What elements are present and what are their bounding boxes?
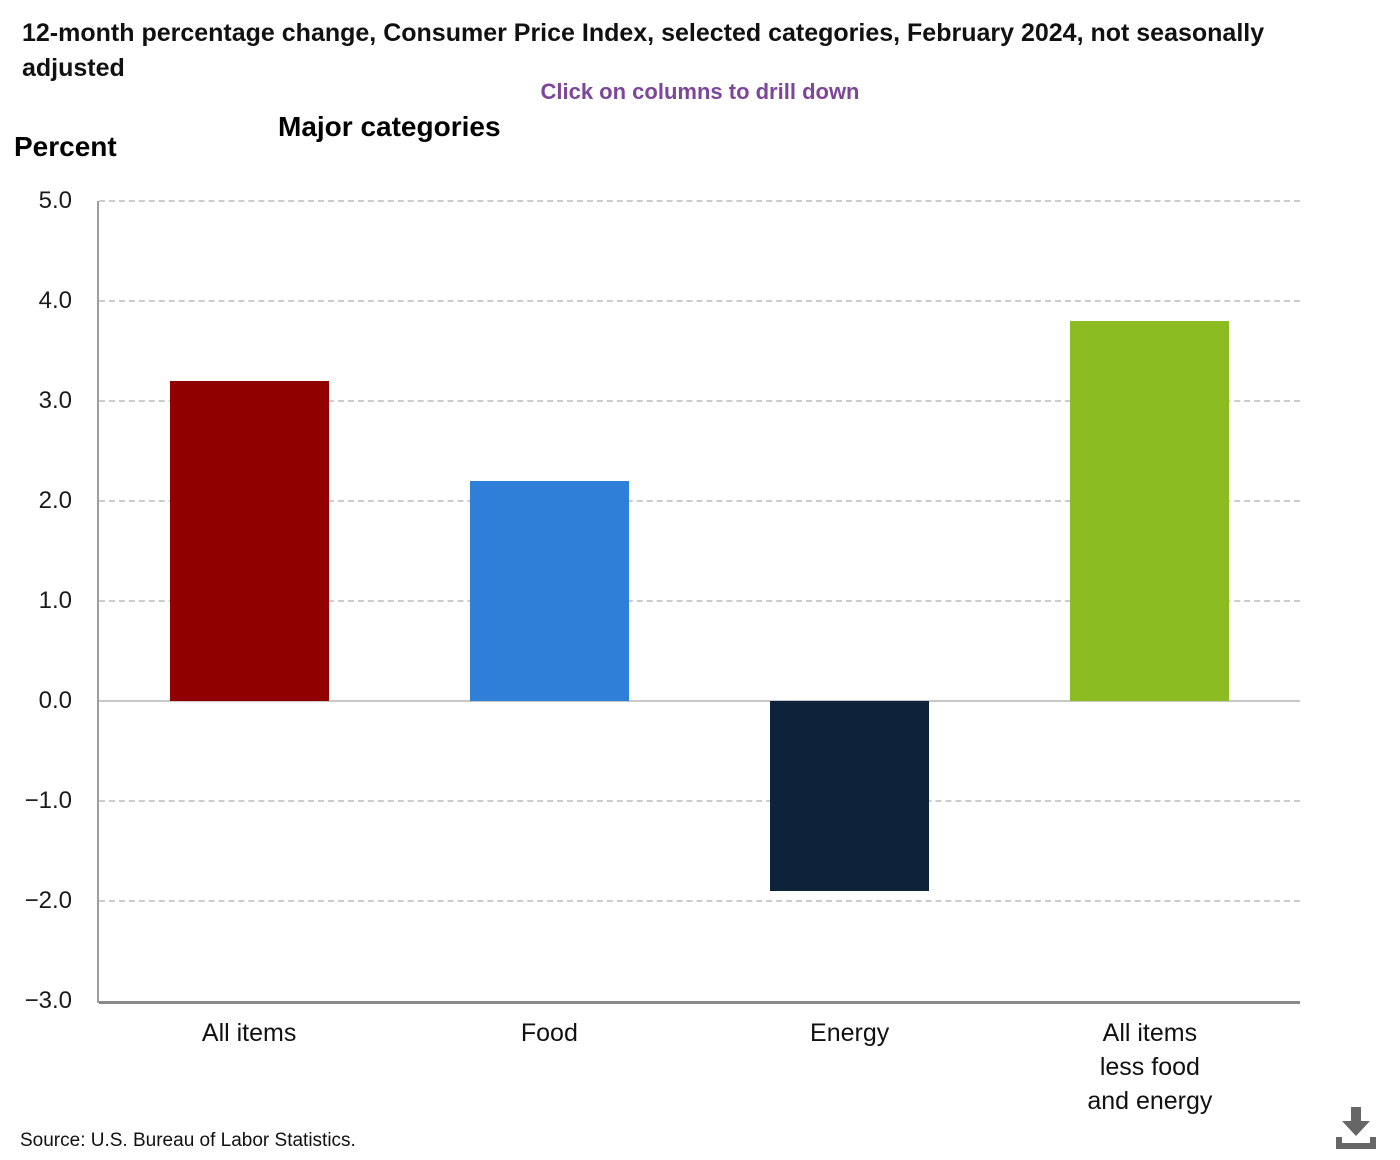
y-axis-title: Percent [14, 131, 117, 162]
y-tick-label: 5.0 [38, 187, 72, 214]
bar-energy[interactable] [770, 701, 930, 891]
y-tick-label: 1.0 [38, 587, 72, 614]
source-note: Source: U.S. Bureau of Labor Statistics. [20, 1130, 356, 1151]
gridline [99, 600, 1300, 602]
x-tick-label: All items [201, 1019, 297, 1047]
bar-all-items[interactable] [1070, 321, 1230, 701]
y-axis-line [97, 201, 99, 1003]
gridline [99, 900, 1300, 902]
y-tick-label: −1.0 [24, 787, 72, 814]
y-tick-label: 0.0 [38, 687, 72, 714]
bar-all-items[interactable] [169, 381, 329, 701]
download-icon [1336, 1106, 1376, 1149]
gridline [99, 800, 1300, 802]
x-tick-label: All items less food and energy [1087, 1019, 1213, 1115]
x-tick-label: Energy [810, 1019, 890, 1047]
y-tick-label: −3.0 [24, 987, 72, 1014]
gridline [99, 200, 1300, 202]
y-tick-label: 3.0 [38, 387, 72, 414]
y-tick-label: −2.0 [24, 887, 72, 914]
y-tick-label: 2.0 [38, 487, 72, 514]
x-axis-line [99, 1001, 1300, 1004]
gridline [99, 300, 1300, 302]
drilldown-hint: Click on columns to drill down [540, 79, 860, 104]
zero-line [99, 700, 1300, 702]
y-tick-label: 4.0 [38, 287, 72, 314]
chart-title: Major categories [278, 111, 501, 142]
x-tick-label: Food [520, 1019, 578, 1047]
download-button[interactable] [1330, 1102, 1382, 1156]
page-title: 12-month percentage change, Consumer Pri… [22, 19, 1265, 82]
gridline [99, 500, 1300, 502]
gridline [99, 400, 1300, 402]
bar-food[interactable] [469, 481, 629, 701]
